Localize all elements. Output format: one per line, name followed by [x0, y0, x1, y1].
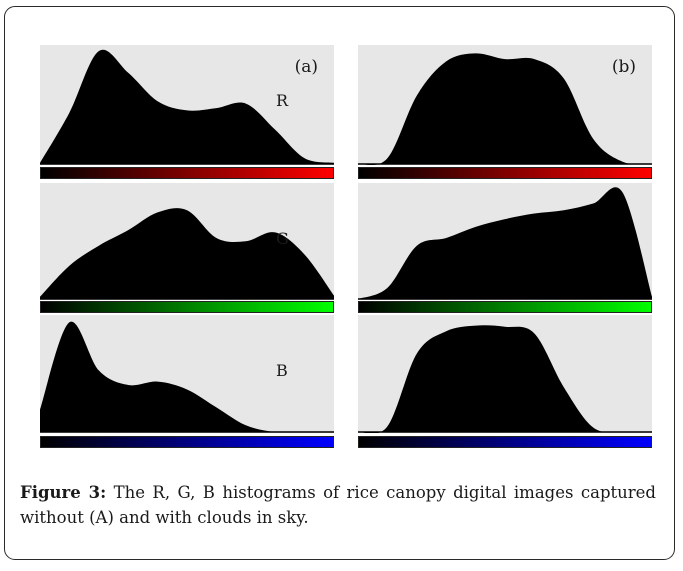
histogram-area — [40, 208, 334, 299]
histogram-plot — [40, 208, 334, 300]
histogram-panel-a-g: G — [40, 183, 334, 300]
panel-label: (a) — [294, 57, 318, 77]
histogram-panel-a-r: (a) R — [40, 45, 334, 165]
channel-label: B — [276, 361, 288, 380]
channel-label: G — [276, 229, 289, 248]
color-gradient-bar — [40, 301, 334, 313]
histogram-panel-a-b: B — [40, 315, 334, 433]
histogram-panel-b-b — [358, 315, 652, 433]
figure-caption: Figure 3: The R, G, B histograms of rice… — [20, 480, 656, 530]
channel-label: R — [276, 91, 289, 110]
histogram-plot — [358, 325, 652, 433]
histogram-area — [40, 321, 334, 433]
color-gradient-bar — [358, 167, 652, 179]
histogram-panel-b-g — [358, 183, 652, 300]
histogram-area — [358, 187, 652, 299]
histogram-plot — [40, 49, 334, 165]
caption-label: Figure 3: — [20, 483, 107, 502]
caption-text: The R, G, B histograms of rice canopy di… — [20, 483, 656, 527]
histogram-panel-b-r: (b) — [358, 45, 652, 165]
histogram-area — [358, 53, 652, 165]
color-gradient-bar — [358, 301, 652, 313]
histogram-plot — [358, 53, 652, 165]
panel-label: (b) — [611, 57, 636, 77]
histogram-plot — [40, 321, 334, 433]
histogram-area — [40, 49, 334, 165]
color-gradient-bar — [358, 436, 652, 448]
color-gradient-bar — [40, 436, 334, 448]
histogram-plot — [358, 187, 652, 300]
color-gradient-bar — [40, 167, 334, 179]
histogram-area — [358, 325, 652, 433]
